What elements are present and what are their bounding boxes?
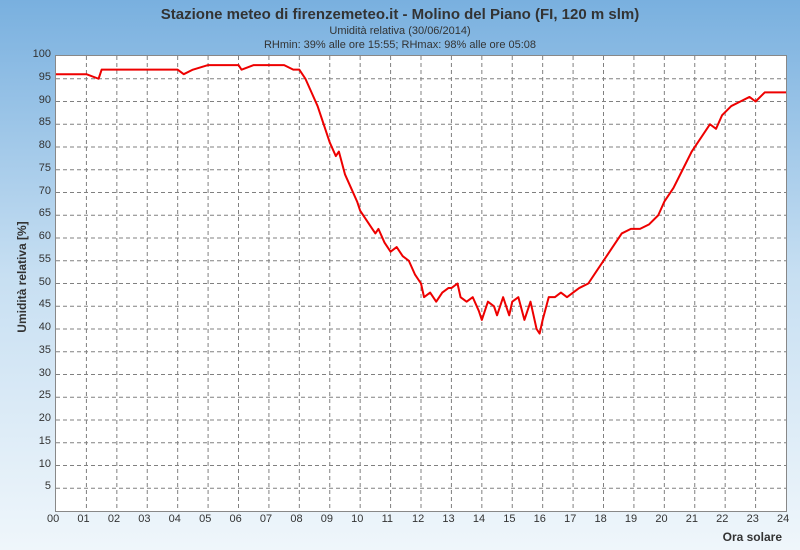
x-tick-label: 12 xyxy=(412,513,424,525)
x-tick-label: 08 xyxy=(290,513,302,525)
x-tick-label: 13 xyxy=(442,513,454,525)
x-tick-label: 24 xyxy=(777,513,789,525)
x-tick-label: 11 xyxy=(382,513,393,525)
chart-subtitle-2: RHmin: 39% alle ore 15:55; RHmax: 98% al… xyxy=(0,37,800,51)
x-tick-label: 23 xyxy=(747,513,759,525)
y-tick-label: 10 xyxy=(39,458,51,470)
x-tick-label: 07 xyxy=(260,513,272,525)
x-tick-label: 00 xyxy=(47,513,59,525)
y-tick-label: 40 xyxy=(39,321,51,333)
x-tick-label: 21 xyxy=(686,513,698,525)
y-tick-label: 80 xyxy=(39,139,51,151)
x-tick-label: 01 xyxy=(77,513,89,525)
chart-subtitle-1: Umidità relativa (30/06/2014) xyxy=(0,23,800,37)
x-tick-label: 22 xyxy=(716,513,728,525)
plot-svg xyxy=(56,56,786,511)
y-tick-label: 60 xyxy=(39,230,51,242)
y-tick-label: 45 xyxy=(39,298,51,310)
y-tick-label: 50 xyxy=(39,276,51,288)
x-tick-label: 04 xyxy=(169,513,181,525)
y-tick-label: 70 xyxy=(39,185,51,197)
y-tick-label: 30 xyxy=(39,367,51,379)
x-tick-label: 10 xyxy=(351,513,363,525)
y-tick-label: 95 xyxy=(39,71,51,83)
y-tick-label: 15 xyxy=(39,435,51,447)
x-tick-label: 19 xyxy=(625,513,637,525)
x-tick-label: 20 xyxy=(655,513,667,525)
y-axis-label: Umidità relativa [%] xyxy=(15,217,29,337)
y-tick-label: 85 xyxy=(39,116,51,128)
y-tick-label: 5 xyxy=(45,480,51,492)
y-tick-label: 65 xyxy=(39,207,51,219)
x-tick-label: 05 xyxy=(199,513,211,525)
y-tick-label: 20 xyxy=(39,412,51,424)
y-tick-label: 35 xyxy=(39,344,51,356)
y-tick-label: 55 xyxy=(39,253,51,265)
x-tick-label: 18 xyxy=(595,513,607,525)
x-tick-label: 09 xyxy=(321,513,333,525)
y-tick-label: 100 xyxy=(33,48,51,60)
plot-area xyxy=(55,55,787,512)
chart-title: Stazione meteo di firenzemeteo.it - Moli… xyxy=(0,0,800,23)
y-tick-label: 90 xyxy=(39,94,51,106)
x-axis-label: Ora solare xyxy=(723,530,782,544)
x-tick-label: 17 xyxy=(564,513,576,525)
chart-container: Stazione meteo di firenzemeteo.it - Moli… xyxy=(0,0,800,550)
x-tick-label: 15 xyxy=(503,513,515,525)
x-tick-label: 06 xyxy=(230,513,242,525)
x-tick-label: 16 xyxy=(534,513,546,525)
x-tick-label: 02 xyxy=(108,513,120,525)
x-tick-label: 03 xyxy=(138,513,150,525)
y-tick-label: 75 xyxy=(39,162,51,174)
y-tick-label: 25 xyxy=(39,389,51,401)
x-tick-label: 14 xyxy=(473,513,485,525)
